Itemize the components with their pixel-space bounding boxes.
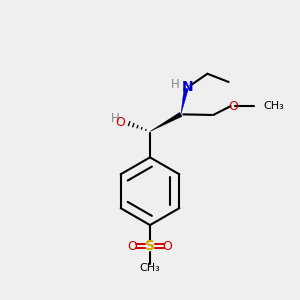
Text: O: O — [128, 240, 137, 253]
Text: CH₃: CH₃ — [140, 263, 160, 273]
Text: O: O — [115, 116, 125, 128]
Text: N: N — [182, 80, 194, 94]
Text: S: S — [145, 239, 155, 253]
Polygon shape — [181, 88, 188, 114]
Polygon shape — [150, 112, 182, 131]
Text: H: H — [171, 78, 179, 92]
Text: H: H — [111, 112, 120, 125]
Text: CH₃: CH₃ — [263, 101, 284, 111]
Text: O: O — [228, 100, 238, 112]
Text: O: O — [163, 240, 172, 253]
